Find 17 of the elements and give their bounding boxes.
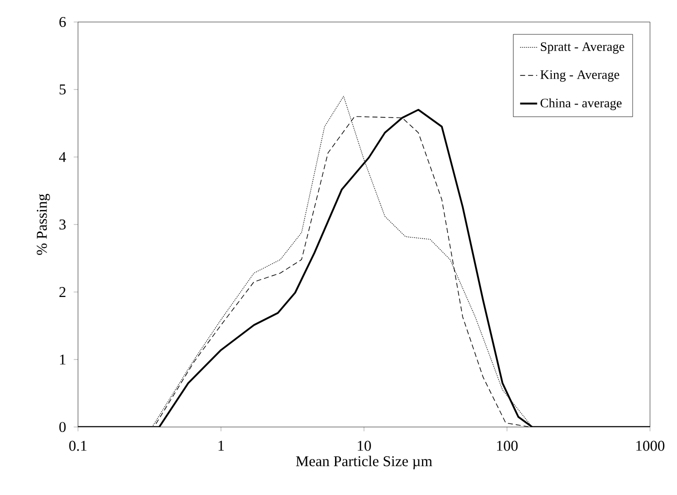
x-axis-title: Mean Particle Size µm [296,456,432,470]
y-tick-label: 4 [59,152,66,162]
legend-label: King - Average [540,70,620,82]
y-tick-label: 2 [59,287,66,297]
x-tick-label: 1000 [636,440,664,451]
x-tick-label: 100 [497,440,518,451]
y-tick-label: 5 [60,84,66,94]
x-tick-label: 0.1 [69,440,86,451]
x-tick-label: 1 [218,440,224,451]
y-axis-title: % Passing [36,194,50,255]
y-tick-label: 0 [59,422,66,432]
y-tick-label: 6 [59,16,66,28]
y-tick-label: 3 [59,219,66,230]
x-tick-label: 10 [358,440,371,451]
legend-label: China - average [540,98,622,110]
legend-label: Spratt - Average [540,42,624,54]
y-tick-label: 1 [60,354,66,364]
